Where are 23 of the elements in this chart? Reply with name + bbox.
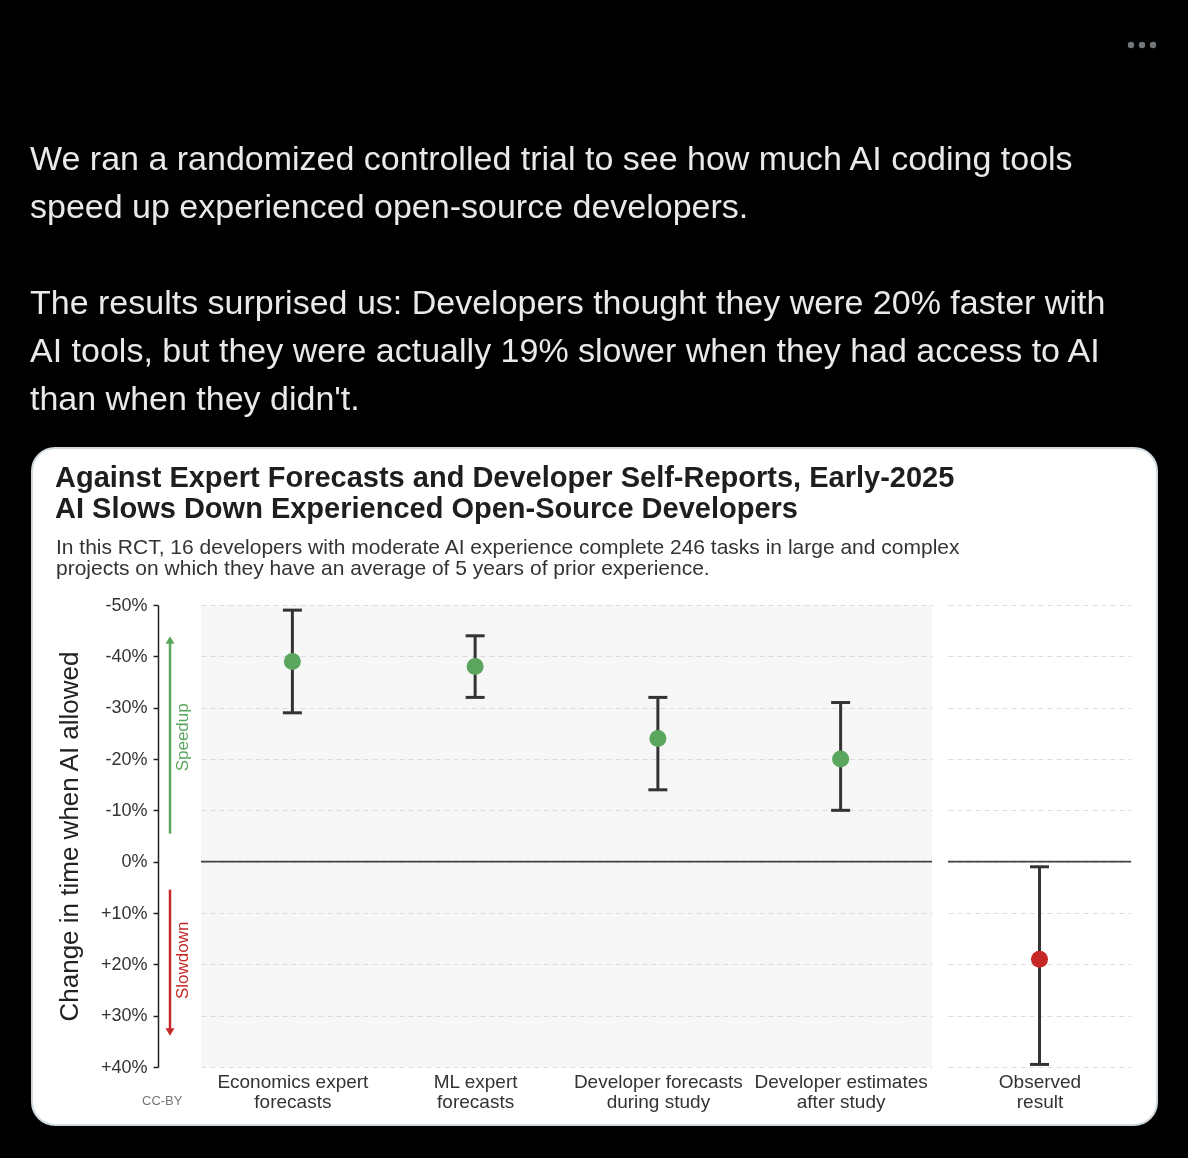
y-tick-label: +30% bbox=[100, 1005, 148, 1026]
x-tick-label: Observed result bbox=[998, 1070, 1082, 1112]
text: The results surprised us: Developers thought they were 20% faster with AI tools, but they were actually 19% slower when they had access to AI than when they didn't. bbox=[30, 282, 1107, 419]
text: CC-BY bbox=[142, 1093, 183, 1108]
y-axis-title: Change in time when AI allowed bbox=[53, 651, 84, 1022]
x-tick-label: Economics expert forecasts bbox=[217, 1070, 370, 1112]
text: Speedup bbox=[173, 703, 192, 772]
chart-title: Against Expert Forecasts and Developer Self-Reports, Early-2025 AI Slows Down Experienced Open-Source Developers bbox=[55, 461, 956, 524]
y-tick-label: -40% bbox=[105, 645, 148, 666]
y-tick-label: -50% bbox=[105, 594, 148, 615]
text: We ran a randomized controlled trial to see how much AI coding tools speed up experienced open-source developers. bbox=[30, 138, 1074, 227]
y-tick-label: +20% bbox=[100, 953, 148, 974]
text: Slowdown bbox=[173, 921, 192, 1000]
x-tick-label: Developer forecasts during study bbox=[573, 1070, 743, 1112]
y-tick-label: -30% bbox=[105, 697, 148, 718]
chart-subtitle: In this RCT, 16 developers with moderate AI experience complete 246 tasks in large and complex projects on which they have an average of 5 years of prior experience. bbox=[56, 535, 961, 579]
y-tick-label: -10% bbox=[105, 799, 148, 820]
x-tick-label: Developer estimates after study bbox=[754, 1070, 928, 1112]
y-tick-label: -20% bbox=[105, 748, 148, 769]
y-tick-label: 0% bbox=[121, 851, 148, 872]
y-tick-label: +40% bbox=[100, 1056, 148, 1077]
y-tick-label: +10% bbox=[100, 902, 148, 923]
x-tick-label: ML expert forecasts bbox=[433, 1070, 519, 1112]
